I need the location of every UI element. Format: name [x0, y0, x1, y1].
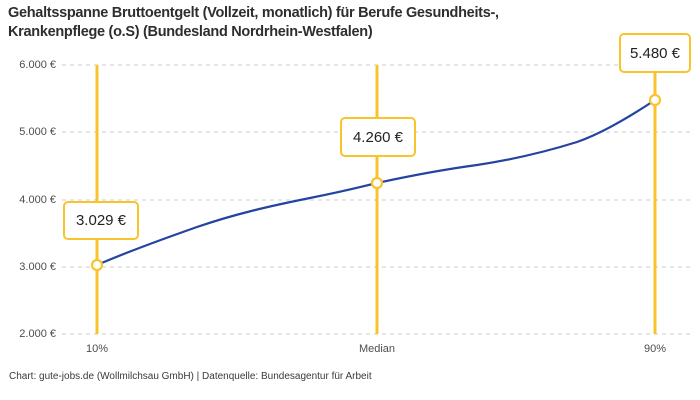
percentile-lines — [95, 65, 657, 334]
chart-attribution: Chart: gute-jobs.de (Wollmilchsau GmbH) … — [9, 371, 372, 382]
marker-10-percentile — [90, 258, 104, 272]
value-box-90-percentile: 5.480 € — [619, 33, 691, 73]
value-box-10-percentile: 3.029 € — [63, 201, 139, 240]
chart-title-line2: Krankenpflege (o.S) (Bundesland Nordrhei… — [8, 24, 373, 40]
marker-median — [370, 176, 384, 190]
y-tick-4000: 4.000 € — [19, 194, 56, 206]
x-tick-90-percentile: 90% — [643, 343, 667, 355]
chart-title-line1: Gehaltsspanne Bruttoentgelt (Vollzeit, m… — [8, 5, 499, 21]
y-tick-2000: 2.000 € — [19, 328, 56, 340]
y-tick-3000: 3.000 € — [19, 261, 56, 273]
x-tick-10-percentile: 10% — [85, 343, 109, 355]
x-tick-median: Median — [358, 343, 396, 355]
data-markers — [90, 93, 662, 272]
y-tick-5000: 5.000 € — [19, 126, 56, 138]
value-box-median: 4.260 € — [340, 117, 416, 157]
y-tick-6000: 6.000 € — [19, 59, 56, 71]
chart-title: Gehaltsspanne Bruttoentgelt (Vollzeit, m… — [8, 4, 568, 42]
marker-90-percentile — [648, 93, 662, 107]
